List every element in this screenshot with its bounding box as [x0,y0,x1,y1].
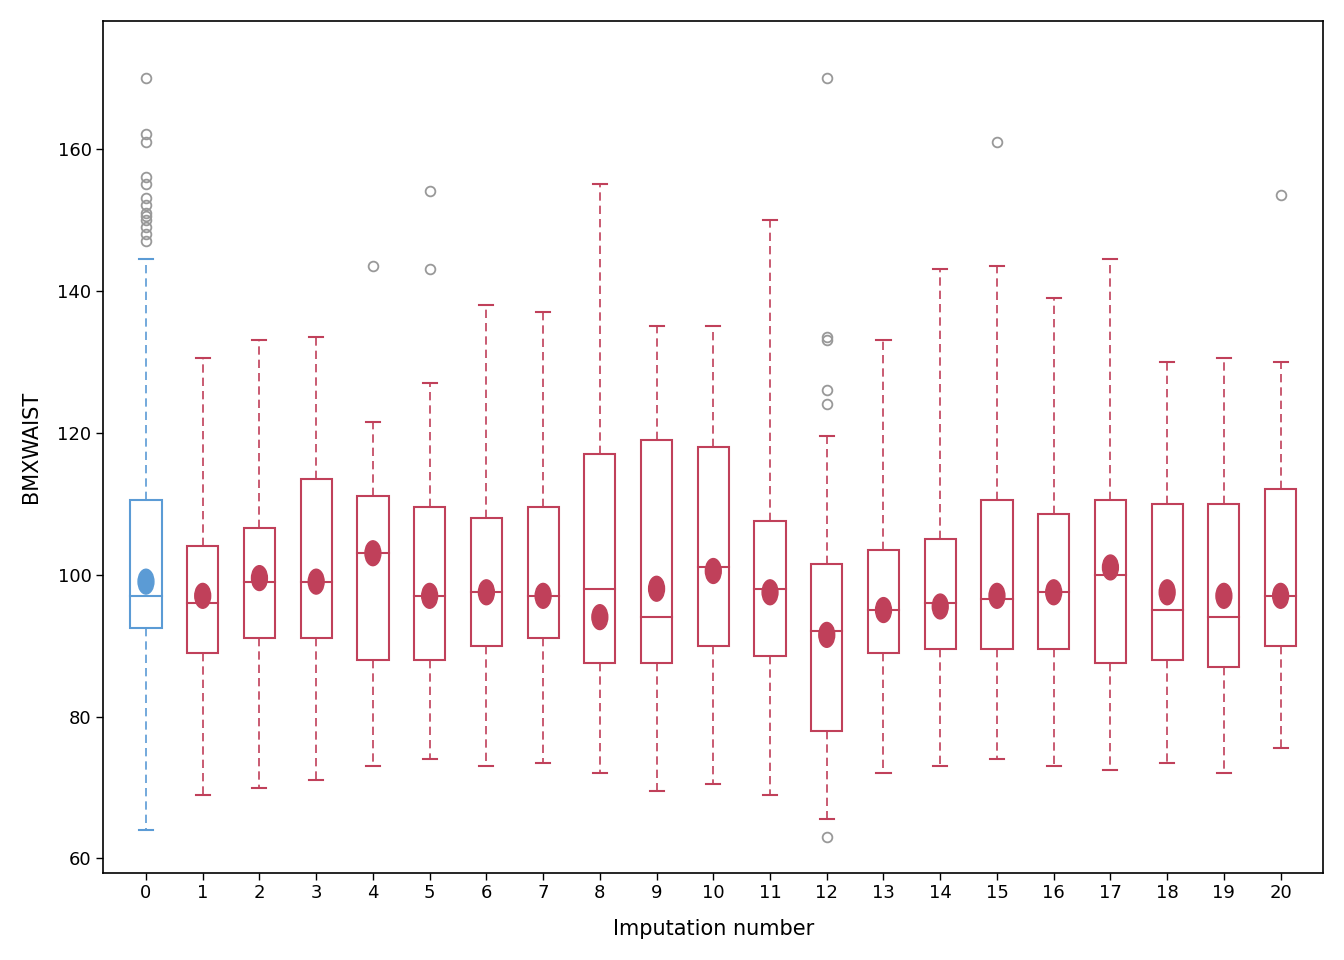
FancyBboxPatch shape [925,540,956,649]
FancyBboxPatch shape [698,446,728,645]
FancyBboxPatch shape [470,517,501,645]
FancyBboxPatch shape [868,550,899,653]
Ellipse shape [1102,555,1118,580]
FancyBboxPatch shape [1152,504,1183,660]
Ellipse shape [478,580,495,605]
X-axis label: Imputation number: Imputation number [613,919,814,939]
Ellipse shape [308,569,324,594]
Ellipse shape [818,622,835,647]
FancyBboxPatch shape [187,546,218,653]
Ellipse shape [989,584,1005,609]
Ellipse shape [1046,580,1062,605]
FancyBboxPatch shape [754,521,786,657]
Ellipse shape [535,584,551,609]
Y-axis label: BMXWAIST: BMXWAIST [22,391,40,503]
Ellipse shape [762,580,778,605]
Ellipse shape [706,559,722,584]
Ellipse shape [195,584,211,609]
Ellipse shape [138,569,155,594]
Ellipse shape [366,540,380,565]
FancyBboxPatch shape [1095,500,1126,663]
Ellipse shape [1273,584,1289,609]
Ellipse shape [1216,584,1232,609]
Ellipse shape [1160,580,1175,605]
FancyBboxPatch shape [641,440,672,663]
Ellipse shape [251,565,267,590]
FancyBboxPatch shape [130,500,161,628]
FancyBboxPatch shape [301,479,332,638]
FancyBboxPatch shape [812,564,843,731]
Ellipse shape [933,594,948,619]
FancyBboxPatch shape [1038,515,1070,649]
FancyBboxPatch shape [414,507,445,660]
FancyBboxPatch shape [1265,490,1296,645]
FancyBboxPatch shape [981,500,1012,649]
Ellipse shape [649,576,664,601]
Ellipse shape [591,605,607,630]
FancyBboxPatch shape [1208,504,1239,667]
FancyBboxPatch shape [585,454,616,663]
FancyBboxPatch shape [243,528,276,638]
FancyBboxPatch shape [358,496,388,660]
Ellipse shape [422,584,438,609]
FancyBboxPatch shape [527,507,559,638]
Ellipse shape [875,598,891,622]
